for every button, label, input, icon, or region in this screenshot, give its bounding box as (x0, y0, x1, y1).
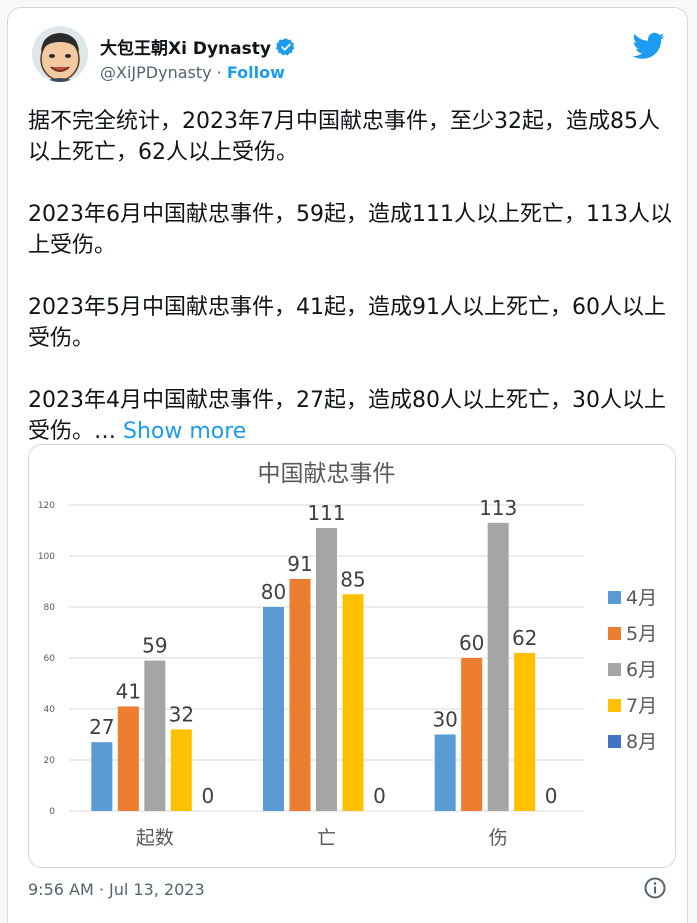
avatar[interactable] (32, 26, 88, 82)
tweet-paragraph: 2023年5月中国献忠事件，41起，造成91人以上死亡，60人以上受伤。 (28, 295, 666, 351)
verified-badge-icon (275, 37, 295, 55)
bar (316, 527, 337, 811)
follow-button[interactable]: Follow (226, 63, 285, 82)
legend-swatch (608, 627, 621, 640)
handle[interactable]: @XiJPDynasty (100, 63, 212, 82)
bar-chart: 中国献忠事件020406080100120274159320起数80911118… (38, 461, 657, 849)
avatar-cartoon-face-icon (32, 26, 88, 82)
y-tick-label: 20 (44, 756, 56, 766)
tweet-timestamp[interactable]: 9:56 AM · Jul 13, 2023 (28, 880, 205, 899)
bar (434, 734, 456, 811)
tweet-paragraph: 2023年6月中国献忠事件，59起，造成111人以上死亡，113人以上受伤。 (28, 202, 672, 258)
data-label: 62 (512, 626, 537, 650)
handle-separator: · (211, 63, 227, 82)
display-name[interactable]: 大包王朝Xi Dynasty (100, 39, 271, 59)
bar (263, 607, 284, 811)
y-tick-label: 80 (44, 603, 56, 613)
data-label: 27 (89, 715, 114, 739)
data-label: 85 (340, 567, 365, 591)
tweet-card: 大包王朝Xi Dynasty @XiJPDynasty · Follow 据不完… (7, 7, 688, 923)
y-tick-label: 100 (38, 552, 55, 562)
tweet-paragraph-last: 2023年4月中国献忠事件，27起，造成80人以上死亡，30人以上受伤。… Sh… (28, 385, 678, 447)
legend-label: 4月 (626, 587, 657, 609)
x-tick-label: 亡 (317, 827, 336, 849)
y-tick-label: 120 (38, 501, 55, 511)
x-tick-label: 伤 (489, 827, 508, 849)
y-tick-label: 0 (49, 807, 55, 817)
tweet-paragraph: 2023年4月中国献忠事件，27起，造成80人以上死亡，30人以上受伤。… (28, 388, 666, 444)
bar (117, 706, 139, 811)
legend-label: 6月 (626, 659, 657, 681)
bar (144, 660, 166, 811)
x-tick-label: 起数 (136, 827, 174, 849)
data-label: 59 (142, 634, 167, 658)
twitter-bird-icon[interactable] (633, 32, 665, 60)
y-tick-label: 60 (44, 654, 56, 664)
legend-label: 7月 (626, 695, 657, 717)
y-tick-label: 40 (44, 705, 56, 715)
bar (289, 578, 311, 811)
tweet-paragraph: 据不完全统计，2023年7月中国献忠事件，至少32起，造成85人以上死亡，62人… (28, 109, 660, 165)
legend-swatch (608, 699, 621, 712)
handle-row: @XiJPDynasty · Follow (100, 63, 285, 82)
bar (91, 742, 113, 811)
data-label: 80 (261, 580, 286, 604)
legend-label: 8月 (626, 731, 657, 753)
bar (487, 522, 509, 811)
data-label: 60 (459, 631, 484, 655)
bar (514, 652, 536, 811)
bar (342, 594, 364, 811)
data-label: 113 (479, 496, 517, 520)
legend-label: 5月 (626, 623, 657, 645)
info-icon[interactable] (643, 876, 667, 900)
tweet-text: 据不完全统计，2023年7月中国献忠事件，至少32起，造成85人以上死亡，62人… (28, 106, 678, 447)
bar (461, 658, 483, 811)
data-label: 41 (116, 679, 141, 703)
show-more-link[interactable]: Show more (123, 419, 247, 444)
data-label: 0 (373, 784, 386, 808)
bar (170, 729, 192, 811)
data-label: 91 (287, 552, 312, 576)
legend-swatch (608, 663, 621, 676)
legend-swatch (608, 735, 621, 748)
data-label: 30 (432, 708, 457, 732)
data-label: 0 (201, 784, 214, 808)
tweet-media-chart[interactable]: 中国献忠事件 0 20 40 60 80 100 120 27 41 59 32 0 起数 80 91 111 8… (28, 444, 676, 868)
legend-swatch (608, 591, 621, 604)
name-row: 大包王朝Xi Dynasty (100, 34, 296, 59)
chart-title: 中国献忠事件 (258, 461, 396, 487)
data-label: 0 (545, 784, 558, 808)
data-label: 32 (169, 702, 194, 726)
data-label: 111 (307, 501, 345, 525)
